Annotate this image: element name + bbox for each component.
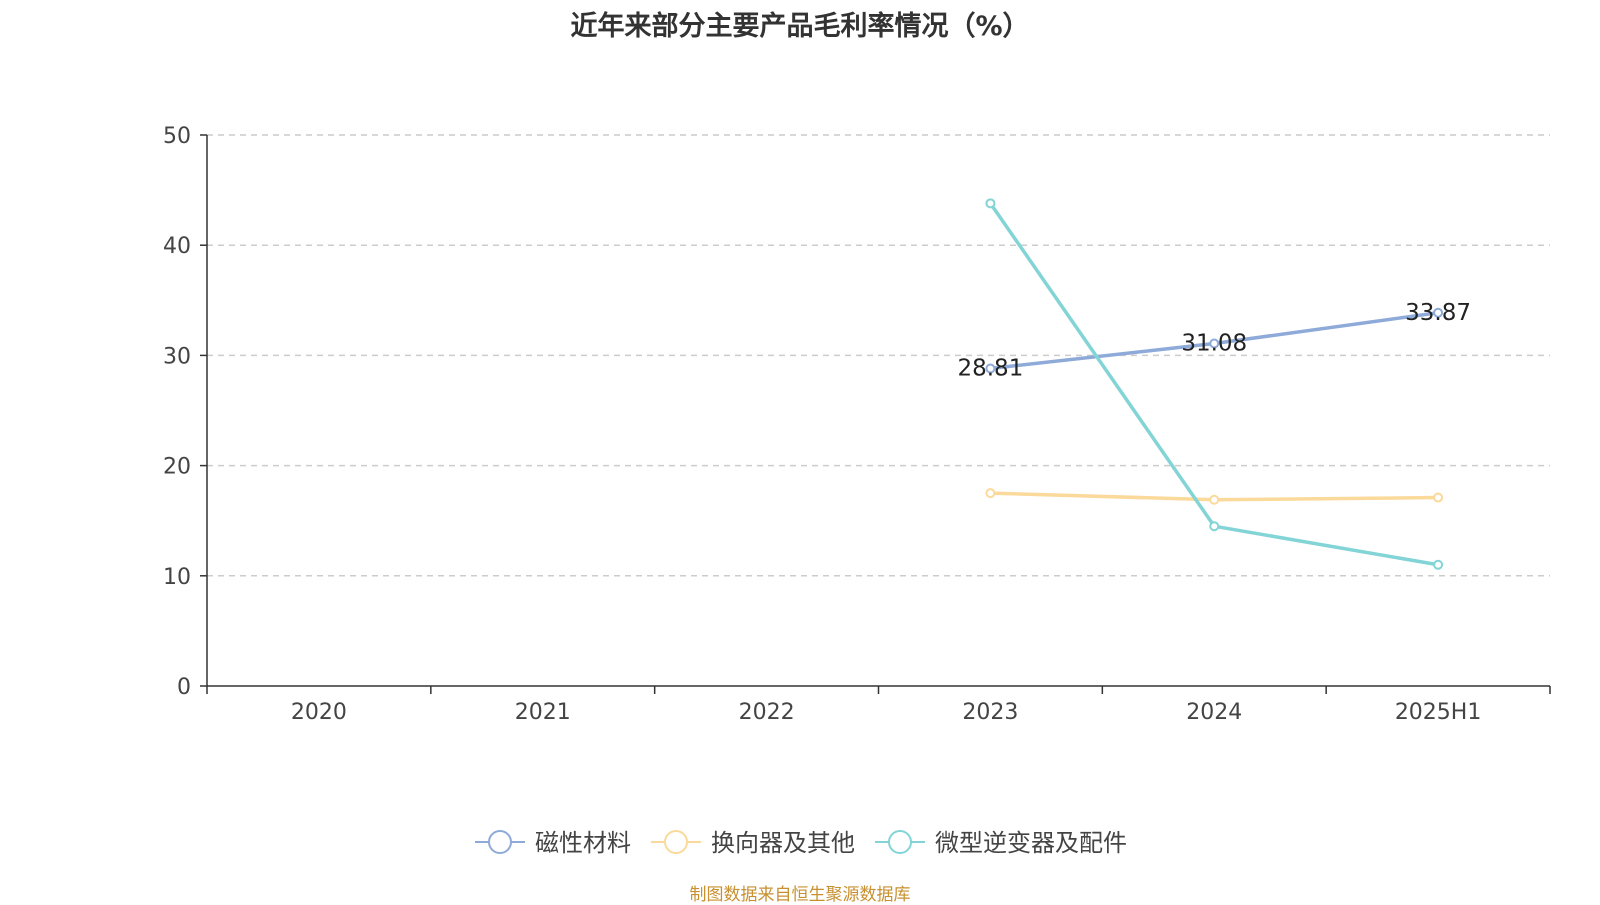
- legend-item-2[interactable]: 微型逆变器及配件: [875, 829, 1127, 857]
- legend-label: 磁性材料: [535, 829, 631, 857]
- legend-label: 微型逆变器及配件: [935, 829, 1127, 857]
- y-tick-label: 40: [163, 234, 191, 259]
- y-tick-label: 20: [163, 455, 191, 480]
- grid-lines: [207, 134, 1550, 577]
- axes: 0 10 20 30 40 50 2020 2021 2022 2023 2024 2025H1: [163, 124, 1551, 725]
- data-point[interactable]: [1433, 307, 1444, 318]
- data-point[interactable]: [1209, 521, 1220, 532]
- data-point[interactable]: [985, 363, 996, 374]
- legend-marker-icon: [488, 830, 512, 854]
- legend-marker-icon: [664, 830, 688, 854]
- chart-title: 近年来部分主要产品毛利率情况（%）: [570, 11, 1030, 42]
- data-point[interactable]: [1209, 494, 1220, 505]
- legend-item-1[interactable]: 换向器及其他: [651, 829, 855, 857]
- y-tick-label: 10: [163, 565, 191, 590]
- y-tick-label: 50: [163, 124, 191, 149]
- data-labels: 28.81 31.08 33.87: [957, 300, 1471, 382]
- x-tick-label: 2025H1: [1395, 700, 1482, 725]
- y-tick-label: 0: [177, 675, 191, 700]
- y-tick-label: 30: [163, 344, 191, 369]
- data-label: 33.87: [1405, 300, 1471, 326]
- legend[interactable]: 磁性材料 换向器及其他 微型逆变器及配件: [475, 829, 1127, 857]
- x-tick-label: 2022: [739, 700, 795, 725]
- x-tick-label: 2023: [962, 700, 1018, 725]
- source-note: 制图数据来自恒生聚源数据库: [689, 885, 911, 905]
- data-label: 31.08: [1181, 330, 1247, 356]
- x-tick-label: 2024: [1186, 700, 1242, 725]
- series-line-2: [988, 202, 1439, 567]
- legend-item-0[interactable]: 磁性材料: [475, 829, 631, 857]
- data-point[interactable]: [1209, 338, 1220, 349]
- legend-marker-icon: [888, 830, 912, 854]
- data-point[interactable]: [1433, 492, 1444, 503]
- x-tick-label: 2020: [291, 700, 347, 725]
- data-point[interactable]: [985, 488, 996, 499]
- x-tick-label: 2021: [515, 700, 571, 725]
- legend-label: 换向器及其他: [711, 829, 855, 857]
- series-lines: [985, 198, 1444, 570]
- data-point[interactable]: [985, 198, 996, 209]
- data-label: 28.81: [957, 356, 1023, 382]
- data-point[interactable]: [1433, 559, 1444, 570]
